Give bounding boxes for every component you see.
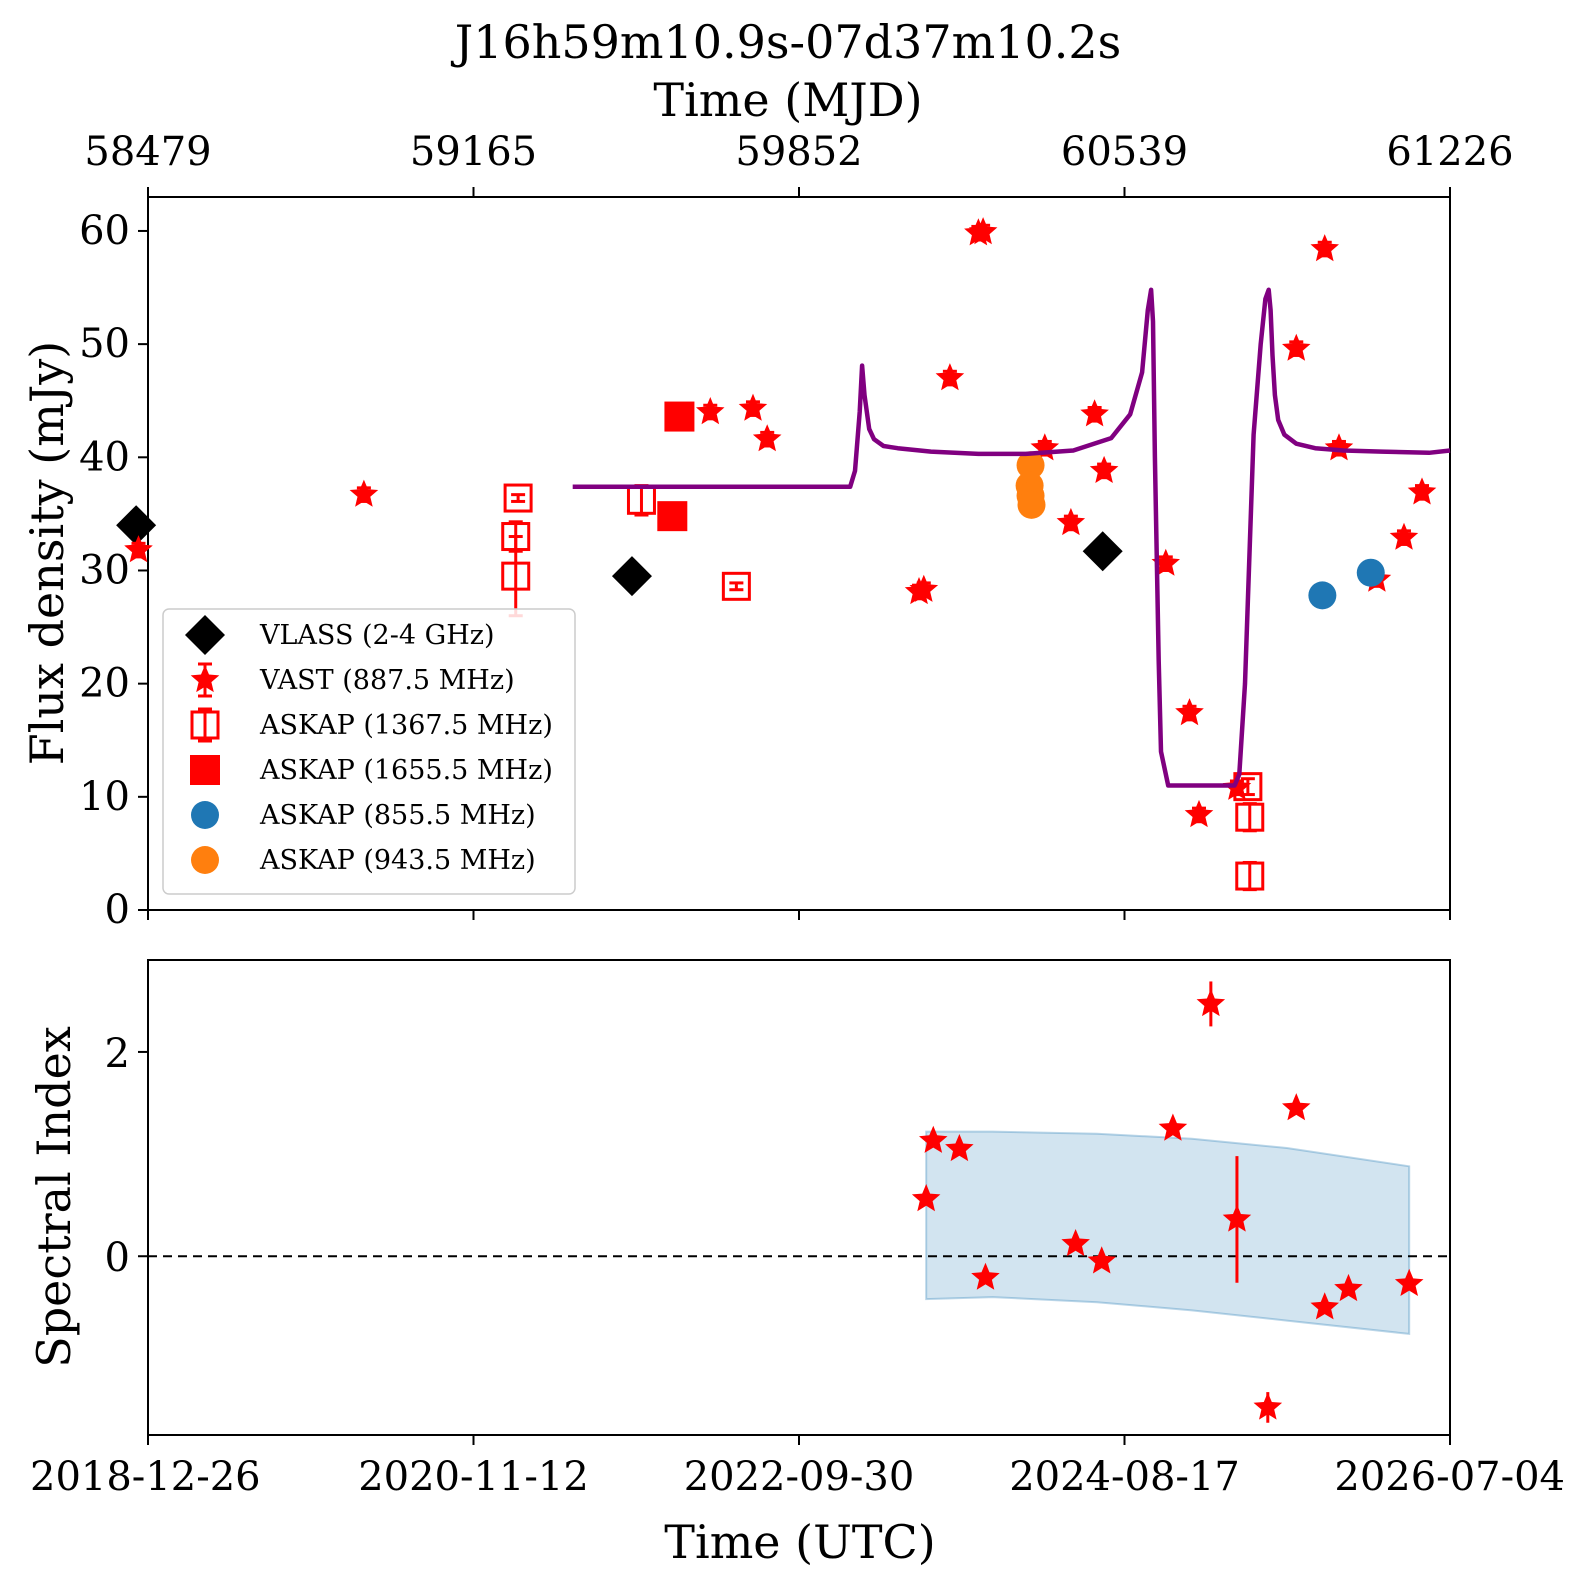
data-point xyxy=(664,401,695,432)
data-point xyxy=(1089,455,1119,483)
mjd-tick-label: 59165 xyxy=(410,129,537,175)
data-point xyxy=(1334,1273,1363,1302)
legend-marker xyxy=(190,710,220,740)
legend-label: ASKAP (1655.5 MHz) xyxy=(259,755,553,786)
data-point xyxy=(1016,451,1045,480)
x-tick-label: 2024-08-17 xyxy=(1009,1454,1240,1500)
data-point xyxy=(1080,399,1109,427)
legend-label: VLASS (2-4 GHz) xyxy=(259,620,495,651)
data-point xyxy=(721,571,751,601)
flux-density-y-axis-label: Flux density (mJy) xyxy=(20,341,74,765)
spectral-index-ticks: 0 2 2018-12-26 2020-11-12 2022-09-30 2024-08-… xyxy=(30,1031,1565,1500)
data-point xyxy=(124,535,153,563)
legend-marker xyxy=(185,615,225,655)
legend-label: ASKAP (943.5 MHz) xyxy=(259,845,536,876)
spectral-index-series xyxy=(148,981,1450,1423)
y-tick-label: 20 xyxy=(79,661,130,707)
data-point xyxy=(1394,1268,1424,1296)
data-point xyxy=(1324,433,1354,461)
flux-density-panel: 0 10 20 30 40 50 60 58479 59165 59852 60539 61226 F… xyxy=(20,129,1514,933)
y-tick-label: 60 xyxy=(79,208,130,254)
data-point xyxy=(1235,802,1265,832)
legend-marker xyxy=(191,801,219,829)
data-point xyxy=(935,363,965,391)
legend-marker xyxy=(190,755,220,785)
y-tick-label: 0 xyxy=(105,887,130,933)
flux-density-series xyxy=(116,217,1451,892)
x-axis-label: Time (UTC) xyxy=(664,1515,935,1569)
y-tick-label: 40 xyxy=(79,434,130,480)
data-point xyxy=(971,1262,1000,1290)
data-point xyxy=(1222,1204,1252,1232)
data-point xyxy=(1282,333,1311,361)
data-point xyxy=(1056,507,1086,536)
legend: VLASS (2-4 GHz) VAST (887.5 MHz) ASKAP (13… xyxy=(162,608,576,895)
y-tick-label: 30 xyxy=(79,547,130,593)
data-point xyxy=(696,397,725,425)
data-point xyxy=(909,574,939,602)
data-point xyxy=(501,561,531,591)
data-point xyxy=(911,1184,941,1212)
data-point xyxy=(1175,698,1204,726)
data-point xyxy=(116,505,157,546)
legend-marker xyxy=(190,665,220,693)
data-point xyxy=(1196,988,1226,1017)
mjd-tick-label: 58479 xyxy=(84,129,211,175)
x-tick-label: 2020-11-12 xyxy=(358,1454,589,1500)
data-point xyxy=(1310,1292,1339,1320)
data-point xyxy=(752,424,782,452)
legend-label: ASKAP (855.5 MHz) xyxy=(259,800,536,831)
data-point xyxy=(1061,1229,1090,1257)
y-tick-label: 2 xyxy=(105,1031,130,1077)
mjd-tick-label: 60539 xyxy=(1061,129,1188,175)
x-tick-label: 2018-12-26 xyxy=(30,1454,261,1500)
data-point xyxy=(1017,490,1046,519)
data-point xyxy=(1235,861,1265,891)
legend-box xyxy=(162,608,576,895)
data-point xyxy=(919,1125,948,1153)
data-point xyxy=(1151,548,1180,576)
data-point xyxy=(738,393,768,421)
legend-marker xyxy=(191,846,219,874)
data-point xyxy=(503,483,533,513)
data-point xyxy=(1158,1113,1188,1141)
data-point xyxy=(968,217,998,245)
data-point xyxy=(1282,1093,1311,1121)
flux-density-ticks: 0 10 20 30 40 50 60 58479 59165 59852 60539 61226 xyxy=(79,129,1514,933)
data-point xyxy=(1082,531,1123,572)
data-point xyxy=(1087,1246,1116,1274)
data-point xyxy=(349,479,379,507)
spectral-index-band xyxy=(925,1130,1411,1336)
data-point xyxy=(945,1134,974,1162)
mjd-tick-label: 59852 xyxy=(735,129,862,175)
data-point xyxy=(1184,799,1214,828)
spectral-index-panel: 0 2 2018-12-26 2020-11-12 2022-09-30 2024-08-… xyxy=(27,959,1565,1569)
x-tick-label: 2026-07-04 xyxy=(1334,1454,1565,1500)
secondary-x-axis-label: Time (MJD) xyxy=(653,73,922,127)
data-point xyxy=(657,501,688,532)
data-point xyxy=(1407,477,1437,505)
spectral-index-y-axis-label: Spectral Index xyxy=(27,1026,81,1368)
legend-label: ASKAP (1367.5 MHz) xyxy=(259,710,553,741)
data-point xyxy=(611,556,652,597)
model-curve xyxy=(572,287,1451,788)
mjd-tick-label: 61226 xyxy=(1386,129,1513,175)
data-point xyxy=(1308,581,1337,610)
legend-items: VLASS (2-4 GHz) VAST (887.5 MHz) ASKAP (13… xyxy=(185,615,553,876)
data-point xyxy=(1310,234,1339,262)
x-tick-label: 2022-09-30 xyxy=(684,1454,915,1500)
y-tick-label: 10 xyxy=(79,774,130,820)
chart-title: J16h59m10.9s-07d37m10.2s xyxy=(451,15,1121,69)
legend-label: VAST (887.5 MHz) xyxy=(259,665,515,696)
y-tick-label: 50 xyxy=(79,321,130,367)
data-point xyxy=(1389,522,1419,550)
data-point xyxy=(1253,1392,1283,1420)
data-point xyxy=(1356,558,1385,587)
y-tick-label: 0 xyxy=(105,1235,130,1281)
